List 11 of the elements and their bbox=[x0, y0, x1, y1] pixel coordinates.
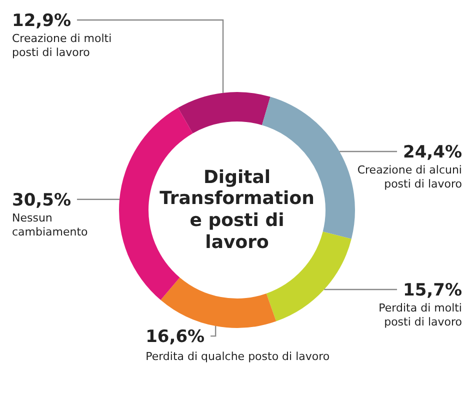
data-label: 15,7% bbox=[403, 280, 462, 301]
data-label: 16,6% bbox=[146, 327, 205, 348]
slice-label: Creazione di alcuni posti di lavoro bbox=[357, 163, 462, 190]
data-label: 24,4% bbox=[403, 142, 462, 162]
data-label: 30,5% bbox=[12, 190, 71, 210]
slice-label: Nessun cambiamento bbox=[12, 211, 88, 238]
slice-label: Creazione di molti posti di lavoro bbox=[12, 32, 112, 59]
text: Digital Transformation e posti di lavoro bbox=[158, 166, 316, 255]
slice-label: Perdita di molti posti di lavoro bbox=[378, 302, 462, 329]
slice-label: Perdita di qualche posto di lavoro bbox=[146, 350, 330, 364]
data-label: 12,9% bbox=[12, 11, 71, 31]
